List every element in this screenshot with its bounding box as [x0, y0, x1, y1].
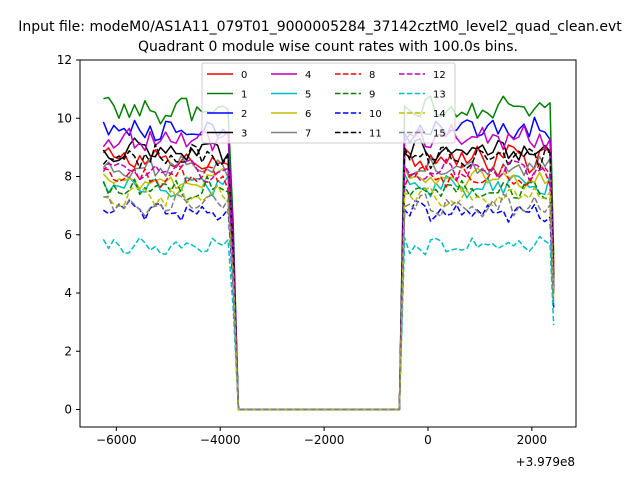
- legend-label-4: 4: [305, 70, 311, 81]
- legend-label-14: 14: [433, 109, 446, 120]
- legend-label-2: 2: [241, 109, 247, 120]
- y-tick-label: 8: [64, 170, 72, 184]
- y-tick-label: 10: [57, 111, 72, 125]
- legend-label-6: 6: [305, 109, 311, 120]
- plot-area: [102, 95, 555, 411]
- y-tick-label: 4: [64, 286, 72, 300]
- chart-title: Quadrant 0 module wise count rates with …: [138, 39, 518, 55]
- y-tick-label: 12: [57, 53, 72, 67]
- legend-label-1: 1: [241, 90, 247, 101]
- x-tick-label: −4000: [200, 433, 241, 447]
- x-offset-label: +3.979e8: [516, 455, 575, 469]
- series-line-14: [103, 184, 555, 411]
- series-line-4: [102, 124, 555, 411]
- series-line-6: [102, 167, 555, 411]
- legend-label-8: 8: [369, 70, 375, 81]
- legend-label-7: 7: [305, 129, 311, 140]
- legend-label-3: 3: [241, 129, 247, 140]
- y-tick-label: 0: [64, 403, 72, 417]
- legend-label-0: 0: [241, 70, 247, 81]
- series-line-0: [102, 144, 555, 411]
- series-line-15: [103, 193, 555, 411]
- x-tick-label: 2000: [517, 433, 548, 447]
- legend-box: [201, 62, 456, 144]
- chart-suptitle: Input file: modeM0/AS1A11_079T01_9000005…: [18, 19, 622, 35]
- legend-label-12: 12: [433, 70, 446, 81]
- legend-label-13: 13: [433, 90, 446, 101]
- series-line-2: [102, 116, 555, 411]
- x-tick-label: −2000: [304, 433, 345, 447]
- axes-frame: [79, 59, 577, 428]
- series-line-13: [102, 235, 555, 411]
- series-line-5: [102, 173, 555, 411]
- y-tick-label: 2: [64, 344, 72, 358]
- legend-label-15: 15: [433, 129, 446, 140]
- series-line-11: [102, 143, 555, 411]
- legend-label-11: 11: [369, 129, 382, 140]
- legend-label-5: 5: [305, 90, 311, 101]
- legend-label-10: 10: [369, 109, 382, 120]
- x-tick-label: −6000: [96, 433, 137, 447]
- series-line-10: [102, 199, 555, 411]
- series-line-8: [103, 163, 555, 411]
- legend-label-9: 9: [369, 90, 375, 101]
- x-tick-label: 0: [424, 433, 432, 447]
- y-tick-label: 6: [64, 228, 72, 242]
